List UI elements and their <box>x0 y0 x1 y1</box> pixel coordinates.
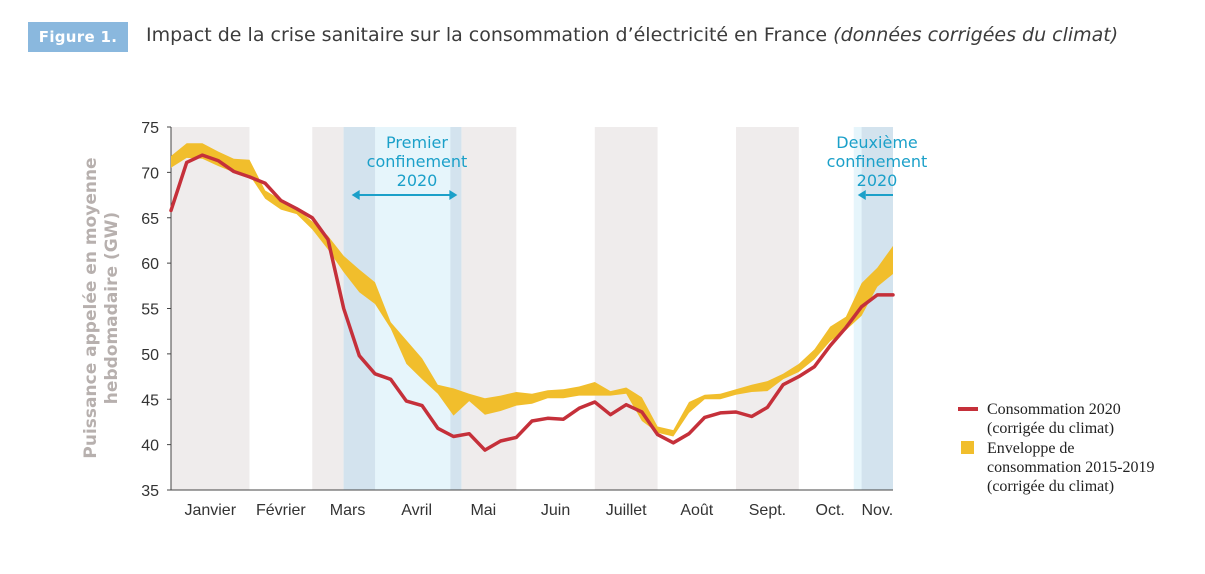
month-band-6 <box>594 127 658 490</box>
figure-title-main: Impact de la crise sanitaire sur la cons… <box>146 24 828 46</box>
y-tick-label: 45 <box>141 392 159 409</box>
legend-label-envelope: consommation 2015-2019 <box>987 459 1155 476</box>
month-band-0 <box>171 127 250 490</box>
arrow-head-right-1 <box>449 190 458 200</box>
annotations: Premierconfinement2020Deuxièmeconfinemen… <box>351 133 928 200</box>
confinement-label-1: 2020 <box>397 171 438 190</box>
month-band-8 <box>736 127 799 490</box>
confinement-label-2: Deuxième <box>836 133 918 152</box>
legend: Consommation 2020 (corrigée du climat) Env… <box>958 401 1155 495</box>
month-bands <box>171 127 893 490</box>
confinement-label-2: confinement <box>827 152 928 171</box>
x-tick-label: Nov. <box>861 502 893 519</box>
x-tick-label: Août <box>680 502 713 519</box>
envelope-area <box>171 143 893 437</box>
x-tick-label: Février <box>256 502 306 519</box>
x-tick-label: Juillet <box>606 502 647 519</box>
confinement-overlap-1-10-0 <box>861 127 893 490</box>
axes: 35 40 45 50 55 60 65 70 75 Janvier Février Mars Avri… <box>141 120 893 519</box>
y-axis-title-line-2: hebdomadaire (GW) <box>102 212 122 404</box>
legend-area-swatch <box>961 441 974 454</box>
x-tick-label: Avril <box>401 502 432 519</box>
confinement-overlap-0-2-0 <box>343 127 376 490</box>
arrow-head-left-1 <box>351 190 360 200</box>
confinement-overlap-0-4-0 <box>450 127 462 490</box>
y-tick-label: 60 <box>141 256 159 273</box>
y-tick-label: 75 <box>141 120 159 137</box>
figure-title-suffix: (données corrigées du climat) <box>833 24 1119 46</box>
figure-title: Impact de la crise sanitaire sur la cons… <box>146 24 1118 46</box>
arrow-head-left-2 <box>857 190 866 200</box>
legend-label-consumption: (corrigée du climat) <box>987 420 1114 437</box>
x-tick-label: Janvier <box>184 502 236 519</box>
figure-badge: Figure 1. <box>28 22 128 52</box>
legend-label-envelope: (corrigée du climat) <box>987 478 1114 495</box>
y-tick-label: 65 <box>141 211 159 228</box>
y-axis-title: Puissance appelée en moyenne hebdomadaire… <box>81 157 122 458</box>
y-axis-title-line-1: Puissance appelée en moyenne <box>81 157 101 458</box>
y-tick-label: 50 <box>141 347 159 364</box>
x-tick-label: Mars <box>330 502 366 519</box>
y-tick-label: 55 <box>141 302 159 319</box>
confinement-label-1: confinement <box>367 152 468 171</box>
legend-label-consumption: Consommation 2020 <box>987 401 1121 418</box>
series-layer <box>169 143 895 452</box>
x-tick-label: Sept. <box>749 502 786 519</box>
confinement-label-2: 2020 <box>857 171 898 190</box>
x-tick-label: Juin <box>541 502 570 519</box>
confinement-label-1: Premier <box>386 133 448 152</box>
legend-label-envelope: Enveloppe de <box>987 440 1075 457</box>
y-tick-label: 70 <box>141 165 159 182</box>
x-tick-label: Oct. <box>816 502 845 519</box>
consumption-line <box>169 153 895 452</box>
y-tick-label: 40 <box>141 438 159 455</box>
x-tick-label: Mai <box>470 502 496 519</box>
y-tick-label: 35 <box>141 483 159 500</box>
